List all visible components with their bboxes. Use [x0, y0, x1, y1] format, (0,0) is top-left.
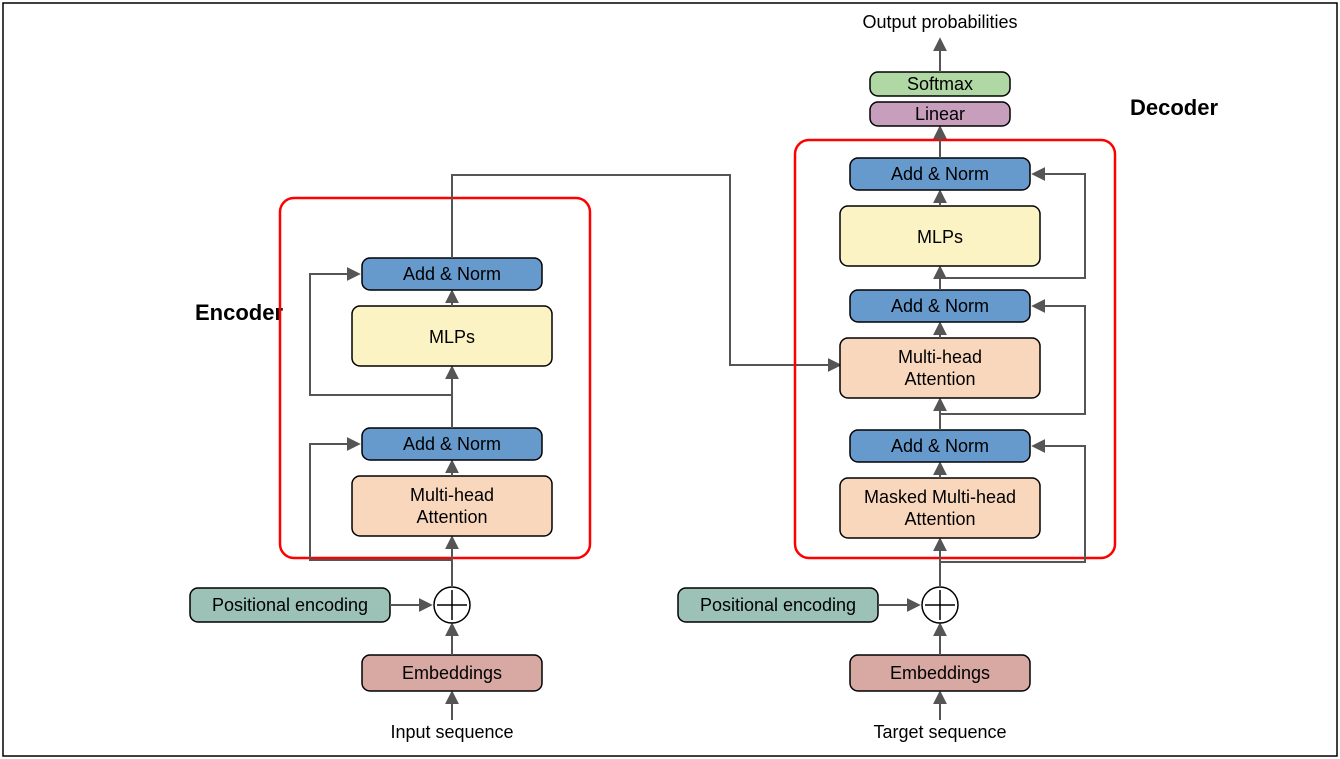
input-sequence-label: Input sequence	[390, 722, 513, 742]
decoder-cross-l2: Attention	[904, 369, 975, 389]
decoder-masked-l1: Masked Multi-head	[864, 487, 1016, 507]
softmax-label: Softmax	[907, 74, 973, 94]
encoder-embeddings-label: Embeddings	[402, 663, 502, 683]
decoder-masked-l2: Attention	[904, 509, 975, 529]
decoder-title: Decoder	[1130, 95, 1218, 120]
encoder-addnorm2-label: Add & Norm	[403, 264, 501, 284]
encoder-attention-l2: Attention	[416, 507, 487, 527]
encoder-addnorm1-label: Add & Norm	[403, 434, 501, 454]
decoder-addnorm3-label: Add & Norm	[891, 164, 989, 184]
encoder-attention-l1: Multi-head	[410, 485, 494, 505]
output-probabilities-label: Output probabilities	[862, 12, 1017, 32]
decoder-posenc-label: Positional encoding	[700, 595, 856, 615]
decoder-cross-l1: Multi-head	[898, 347, 982, 367]
target-sequence-label: Target sequence	[873, 722, 1006, 742]
decoder-addnorm1-label: Add & Norm	[891, 436, 989, 456]
encoder-title: Encoder	[195, 300, 283, 325]
decoder-mlps-label: MLPs	[917, 227, 963, 247]
encoder-mlps-label: MLPs	[429, 327, 475, 347]
encoder-posenc-label: Positional encoding	[212, 595, 368, 615]
linear-label: Linear	[915, 104, 965, 124]
decoder-addnorm2-label: Add & Norm	[891, 296, 989, 316]
decoder-embeddings-label: Embeddings	[890, 663, 990, 683]
transformer-diagram: Encoder Input sequence Embeddings Positi…	[0, 0, 1340, 759]
